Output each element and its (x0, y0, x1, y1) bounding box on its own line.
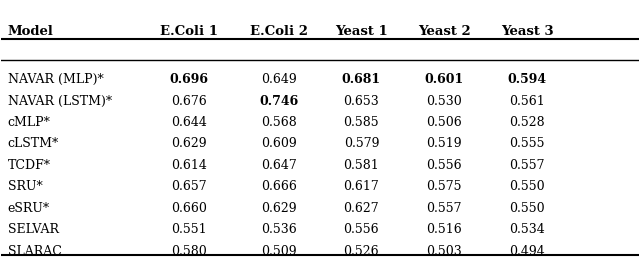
Text: 0.617: 0.617 (344, 180, 380, 193)
Text: cLSTM*: cLSTM* (8, 138, 59, 150)
Text: 0.681: 0.681 (342, 73, 381, 86)
Text: 0.647: 0.647 (260, 159, 296, 172)
Text: Model: Model (8, 25, 54, 38)
Text: 0.614: 0.614 (172, 159, 207, 172)
Text: 0.579: 0.579 (344, 138, 379, 150)
Text: 0.516: 0.516 (426, 223, 462, 236)
Text: 0.557: 0.557 (426, 202, 462, 215)
Text: 0.696: 0.696 (170, 73, 209, 86)
Text: 0.649: 0.649 (260, 73, 296, 86)
Text: 0.594: 0.594 (508, 73, 547, 86)
Text: 0.575: 0.575 (426, 180, 462, 193)
Text: 0.536: 0.536 (260, 223, 296, 236)
Text: 0.746: 0.746 (259, 95, 298, 108)
Text: 0.581: 0.581 (344, 159, 380, 172)
Text: 0.526: 0.526 (344, 244, 380, 258)
Text: 0.580: 0.580 (172, 244, 207, 258)
Text: 0.561: 0.561 (509, 95, 545, 108)
Text: 0.550: 0.550 (509, 202, 545, 215)
Text: 0.609: 0.609 (260, 138, 296, 150)
Text: eSRU*: eSRU* (8, 202, 50, 215)
Text: SRU*: SRU* (8, 180, 42, 193)
Text: 0.519: 0.519 (426, 138, 462, 150)
Text: 0.556: 0.556 (344, 223, 380, 236)
Text: cMLP*: cMLP* (8, 116, 51, 129)
Text: Yeast 1: Yeast 1 (335, 25, 388, 38)
Text: 0.556: 0.556 (426, 159, 462, 172)
Text: NAVAR (MLP)*: NAVAR (MLP)* (8, 73, 104, 86)
Text: 0.557: 0.557 (509, 159, 545, 172)
Text: 0.506: 0.506 (426, 116, 462, 129)
Text: 0.530: 0.530 (426, 95, 462, 108)
Text: 0.494: 0.494 (509, 244, 545, 258)
Text: 0.509: 0.509 (260, 244, 296, 258)
Text: E.Coli 2: E.Coli 2 (250, 25, 308, 38)
Text: NAVAR (LSTM)*: NAVAR (LSTM)* (8, 95, 112, 108)
Text: SLARAC: SLARAC (8, 244, 61, 258)
Text: 0.627: 0.627 (344, 202, 380, 215)
Text: 0.660: 0.660 (172, 202, 207, 215)
Text: 0.550: 0.550 (509, 180, 545, 193)
Text: 0.666: 0.666 (260, 180, 296, 193)
Text: Yeast 3: Yeast 3 (500, 25, 554, 38)
Text: Yeast 2: Yeast 2 (418, 25, 470, 38)
Text: 0.528: 0.528 (509, 116, 545, 129)
Text: 0.568: 0.568 (260, 116, 296, 129)
Text: SELVAR: SELVAR (8, 223, 59, 236)
Text: 0.534: 0.534 (509, 223, 545, 236)
Text: 0.503: 0.503 (426, 244, 462, 258)
Text: 0.601: 0.601 (424, 73, 464, 86)
Text: 0.555: 0.555 (509, 138, 545, 150)
Text: 0.585: 0.585 (344, 116, 380, 129)
Text: 0.644: 0.644 (172, 116, 207, 129)
Text: 0.657: 0.657 (172, 180, 207, 193)
Text: 0.653: 0.653 (344, 95, 380, 108)
Text: 0.629: 0.629 (172, 138, 207, 150)
Text: 0.629: 0.629 (260, 202, 296, 215)
Text: 0.676: 0.676 (172, 95, 207, 108)
Text: E.Coli 1: E.Coli 1 (161, 25, 218, 38)
Text: TCDF*: TCDF* (8, 159, 51, 172)
Text: 0.551: 0.551 (172, 223, 207, 236)
